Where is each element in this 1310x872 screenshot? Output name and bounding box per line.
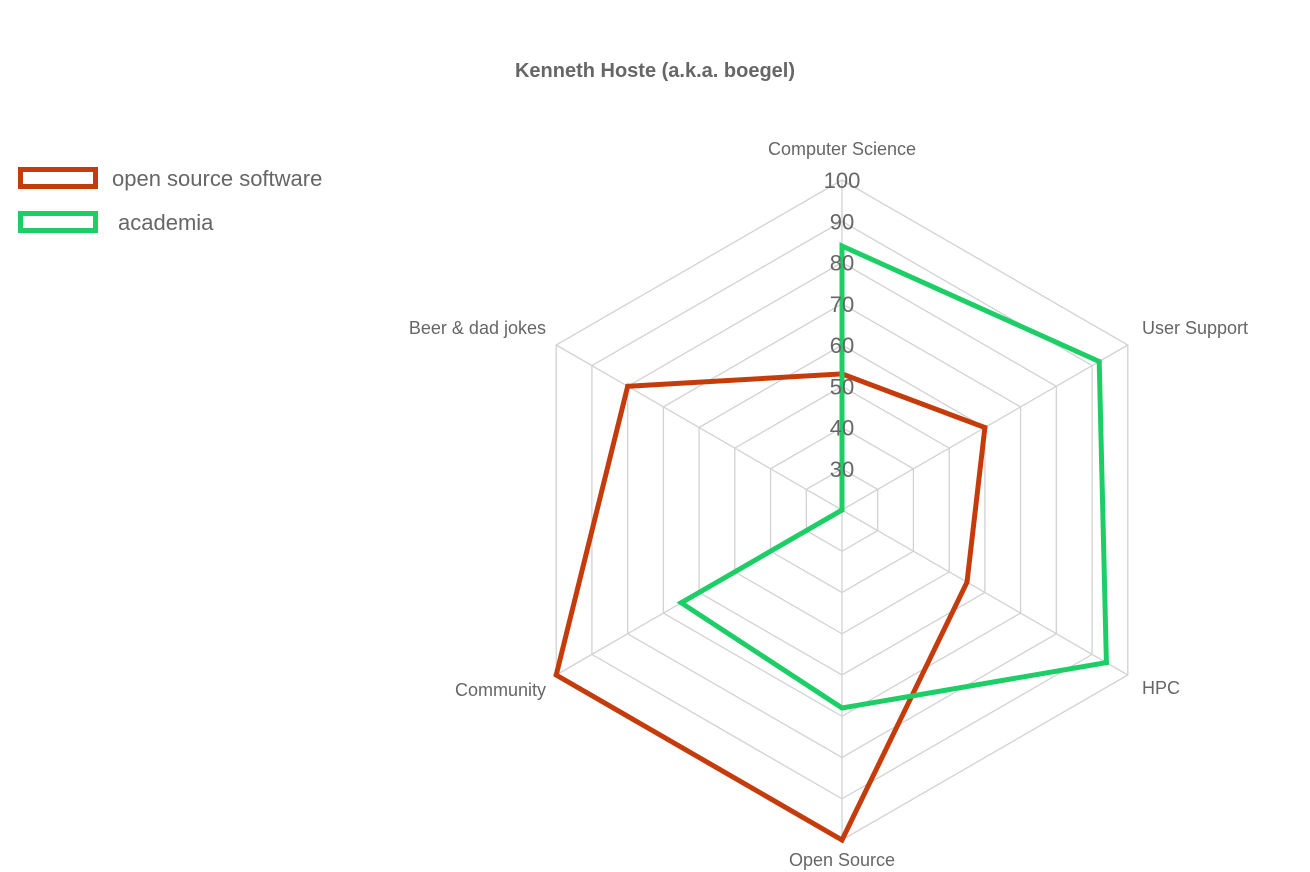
- tick-label: 80: [830, 251, 854, 276]
- data-point: [1096, 359, 1102, 364]
- data-point: [553, 672, 559, 678]
- axis-label: Community: [455, 680, 546, 700]
- axis-label: Beer & dad jokes: [409, 318, 546, 338]
- tick-label: 100: [824, 168, 861, 193]
- series-line-academia: [676, 242, 1109, 711]
- chart-title: Kenneth Hoste (a.k.a. boegel): [514, 60, 796, 82]
- data-point: [839, 705, 845, 711]
- data-point: [1103, 660, 1109, 666]
- axis-label: HPC: [1142, 678, 1180, 698]
- tick-label: 70: [830, 292, 854, 317]
- tick-label: 50: [830, 374, 854, 399]
- legend-label-open-source-software: open source software: [112, 166, 323, 191]
- axis-label: Open Source: [789, 850, 895, 870]
- series-line-open-source-software: [553, 371, 988, 844]
- legend-swatch-open-source-software: [18, 167, 98, 189]
- data-point: [964, 579, 970, 585]
- data-point: [625, 383, 631, 389]
- tick-label: 90: [830, 209, 854, 234]
- data-point: [839, 837, 845, 843]
- data-point: [982, 425, 988, 430]
- data-point: [839, 243, 845, 249]
- axis-spoke: [841, 509, 1129, 676]
- axis-label: Computer Science: [768, 139, 916, 159]
- legend-label-academia: academia: [118, 210, 214, 235]
- tick-label: 40: [830, 416, 854, 441]
- tick-label: 60: [830, 333, 854, 358]
- axis-spoke: [555, 344, 843, 511]
- data-point: [678, 600, 684, 606]
- data-point: [839, 507, 845, 513]
- axis-label: User Support: [1142, 318, 1248, 338]
- legend-swatch-academia: [18, 211, 98, 233]
- tick-label: 30: [830, 457, 854, 482]
